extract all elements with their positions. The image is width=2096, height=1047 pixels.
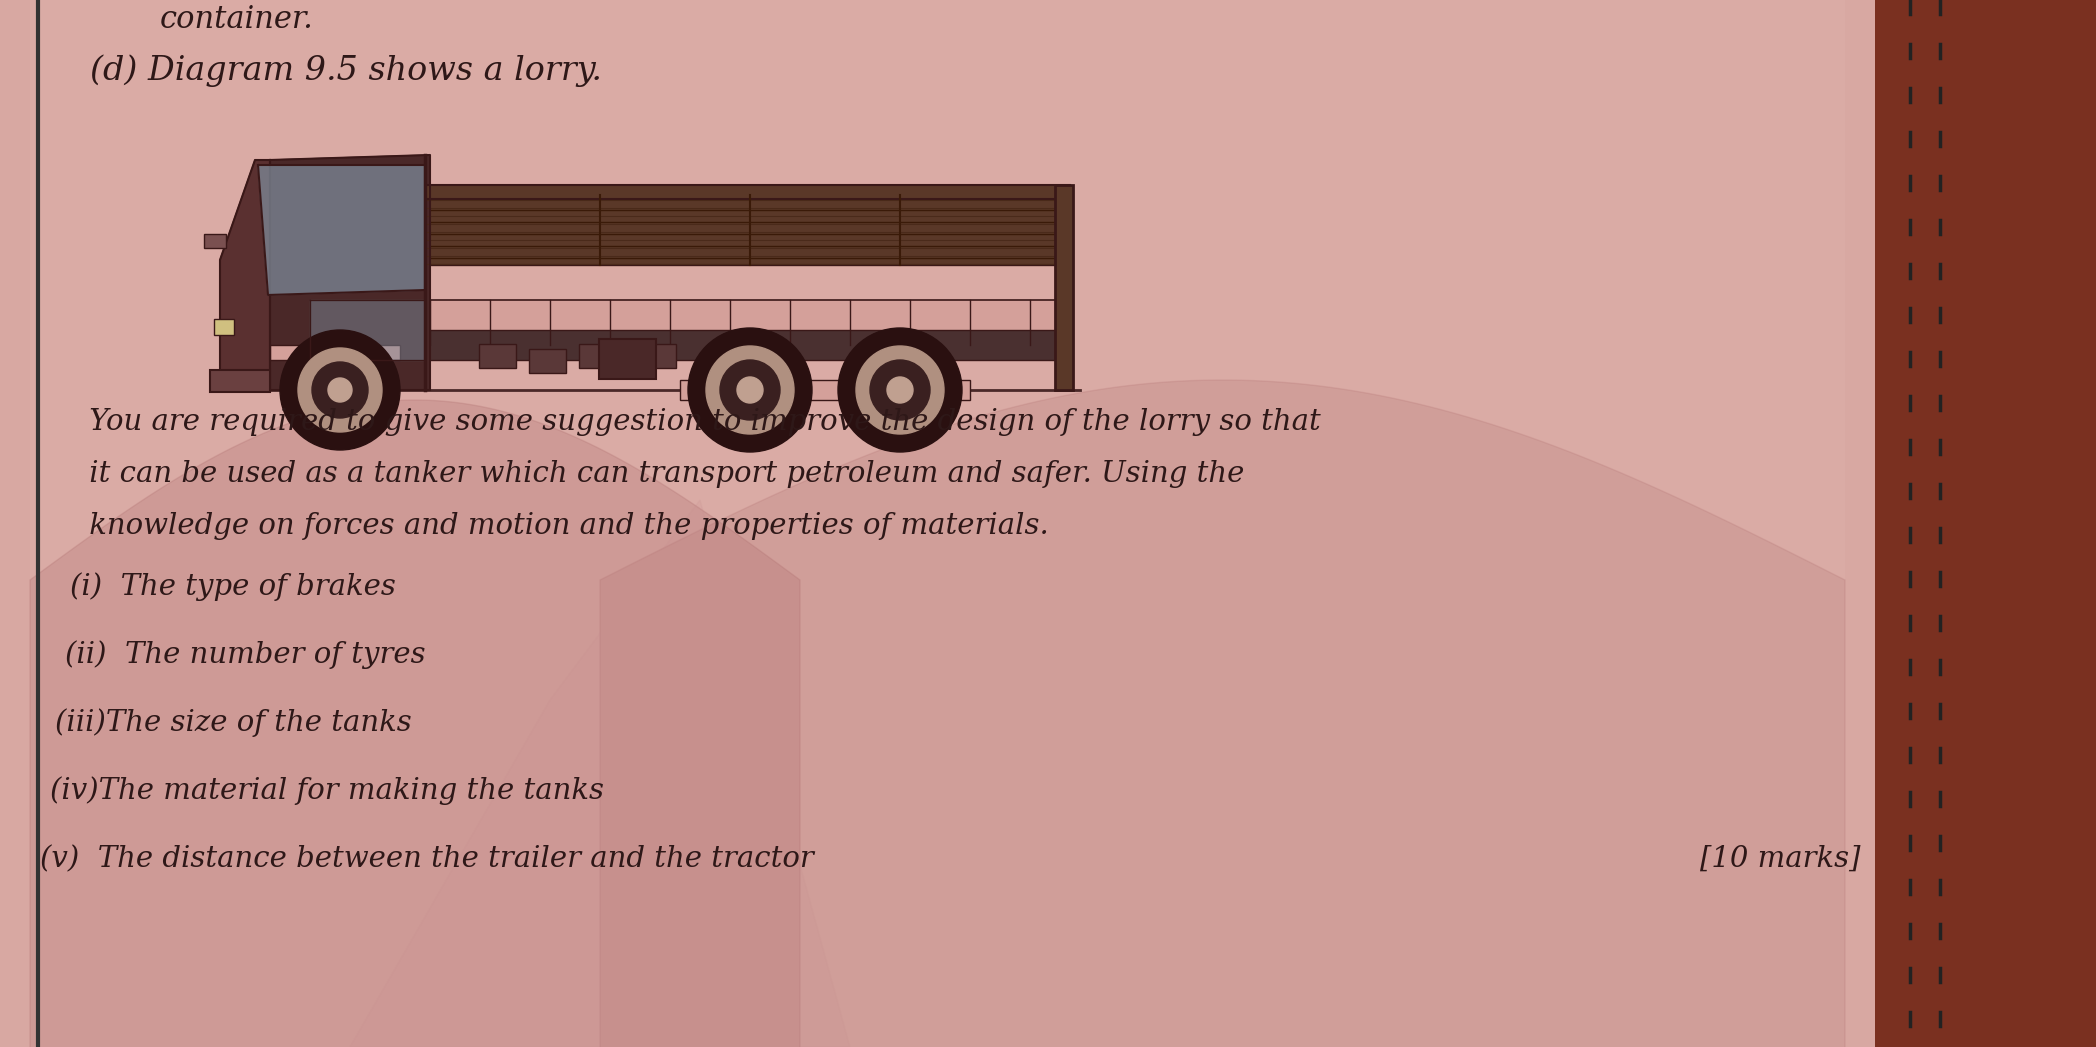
Text: You are required to give some suggestion to improve the design of the lorry so t: You are required to give some suggestion…: [80, 408, 1320, 436]
FancyBboxPatch shape: [528, 349, 566, 373]
Polygon shape: [258, 165, 425, 295]
Text: [10 marks]: [10 marks]: [1700, 845, 1859, 873]
Polygon shape: [350, 500, 851, 1047]
FancyBboxPatch shape: [599, 339, 656, 379]
FancyBboxPatch shape: [214, 319, 235, 335]
FancyBboxPatch shape: [270, 346, 400, 360]
Polygon shape: [599, 380, 1844, 1047]
FancyBboxPatch shape: [0, 0, 1876, 1047]
Polygon shape: [220, 160, 270, 389]
Polygon shape: [310, 300, 425, 360]
Circle shape: [281, 330, 400, 450]
FancyBboxPatch shape: [679, 380, 970, 400]
Circle shape: [721, 360, 780, 420]
Circle shape: [298, 348, 381, 432]
Circle shape: [312, 362, 369, 418]
FancyBboxPatch shape: [480, 344, 516, 367]
FancyBboxPatch shape: [430, 300, 1061, 346]
FancyBboxPatch shape: [203, 233, 226, 248]
FancyBboxPatch shape: [578, 344, 616, 367]
Text: (v)  The distance between the trailer and the tractor: (v) The distance between the trailer and…: [40, 845, 813, 873]
Polygon shape: [425, 195, 1069, 265]
Polygon shape: [29, 400, 801, 1047]
Text: knowledge on forces and motion and the properties of materials.: knowledge on forces and motion and the p…: [80, 512, 1048, 540]
FancyBboxPatch shape: [1876, 0, 2096, 1047]
Circle shape: [687, 328, 811, 452]
Text: it can be used as a tanker which can transport petroleum and safer. Using the: it can be used as a tanker which can tra…: [80, 460, 1245, 488]
Text: (iv)The material for making the tanks: (iv)The material for making the tanks: [50, 776, 604, 805]
Text: container.: container.: [159, 4, 314, 35]
Text: (i)  The type of brakes: (i) The type of brakes: [69, 573, 396, 601]
Circle shape: [887, 377, 914, 403]
Polygon shape: [270, 155, 430, 389]
Circle shape: [327, 378, 352, 402]
FancyBboxPatch shape: [220, 330, 1061, 360]
FancyBboxPatch shape: [639, 344, 677, 367]
Circle shape: [855, 346, 943, 435]
FancyBboxPatch shape: [1054, 185, 1073, 389]
Text: (ii)  The number of tyres: (ii) The number of tyres: [65, 640, 425, 669]
Text: (iii)The size of the tanks: (iii)The size of the tanks: [54, 708, 411, 737]
FancyBboxPatch shape: [425, 195, 1069, 265]
FancyBboxPatch shape: [425, 185, 1069, 199]
Circle shape: [706, 346, 794, 435]
FancyBboxPatch shape: [210, 370, 270, 392]
Circle shape: [838, 328, 962, 452]
Circle shape: [738, 377, 763, 403]
Text: (d) Diagram 9.5 shows a lorry.: (d) Diagram 9.5 shows a lorry.: [90, 54, 602, 87]
FancyBboxPatch shape: [29, 0, 1844, 1047]
Circle shape: [870, 360, 931, 420]
